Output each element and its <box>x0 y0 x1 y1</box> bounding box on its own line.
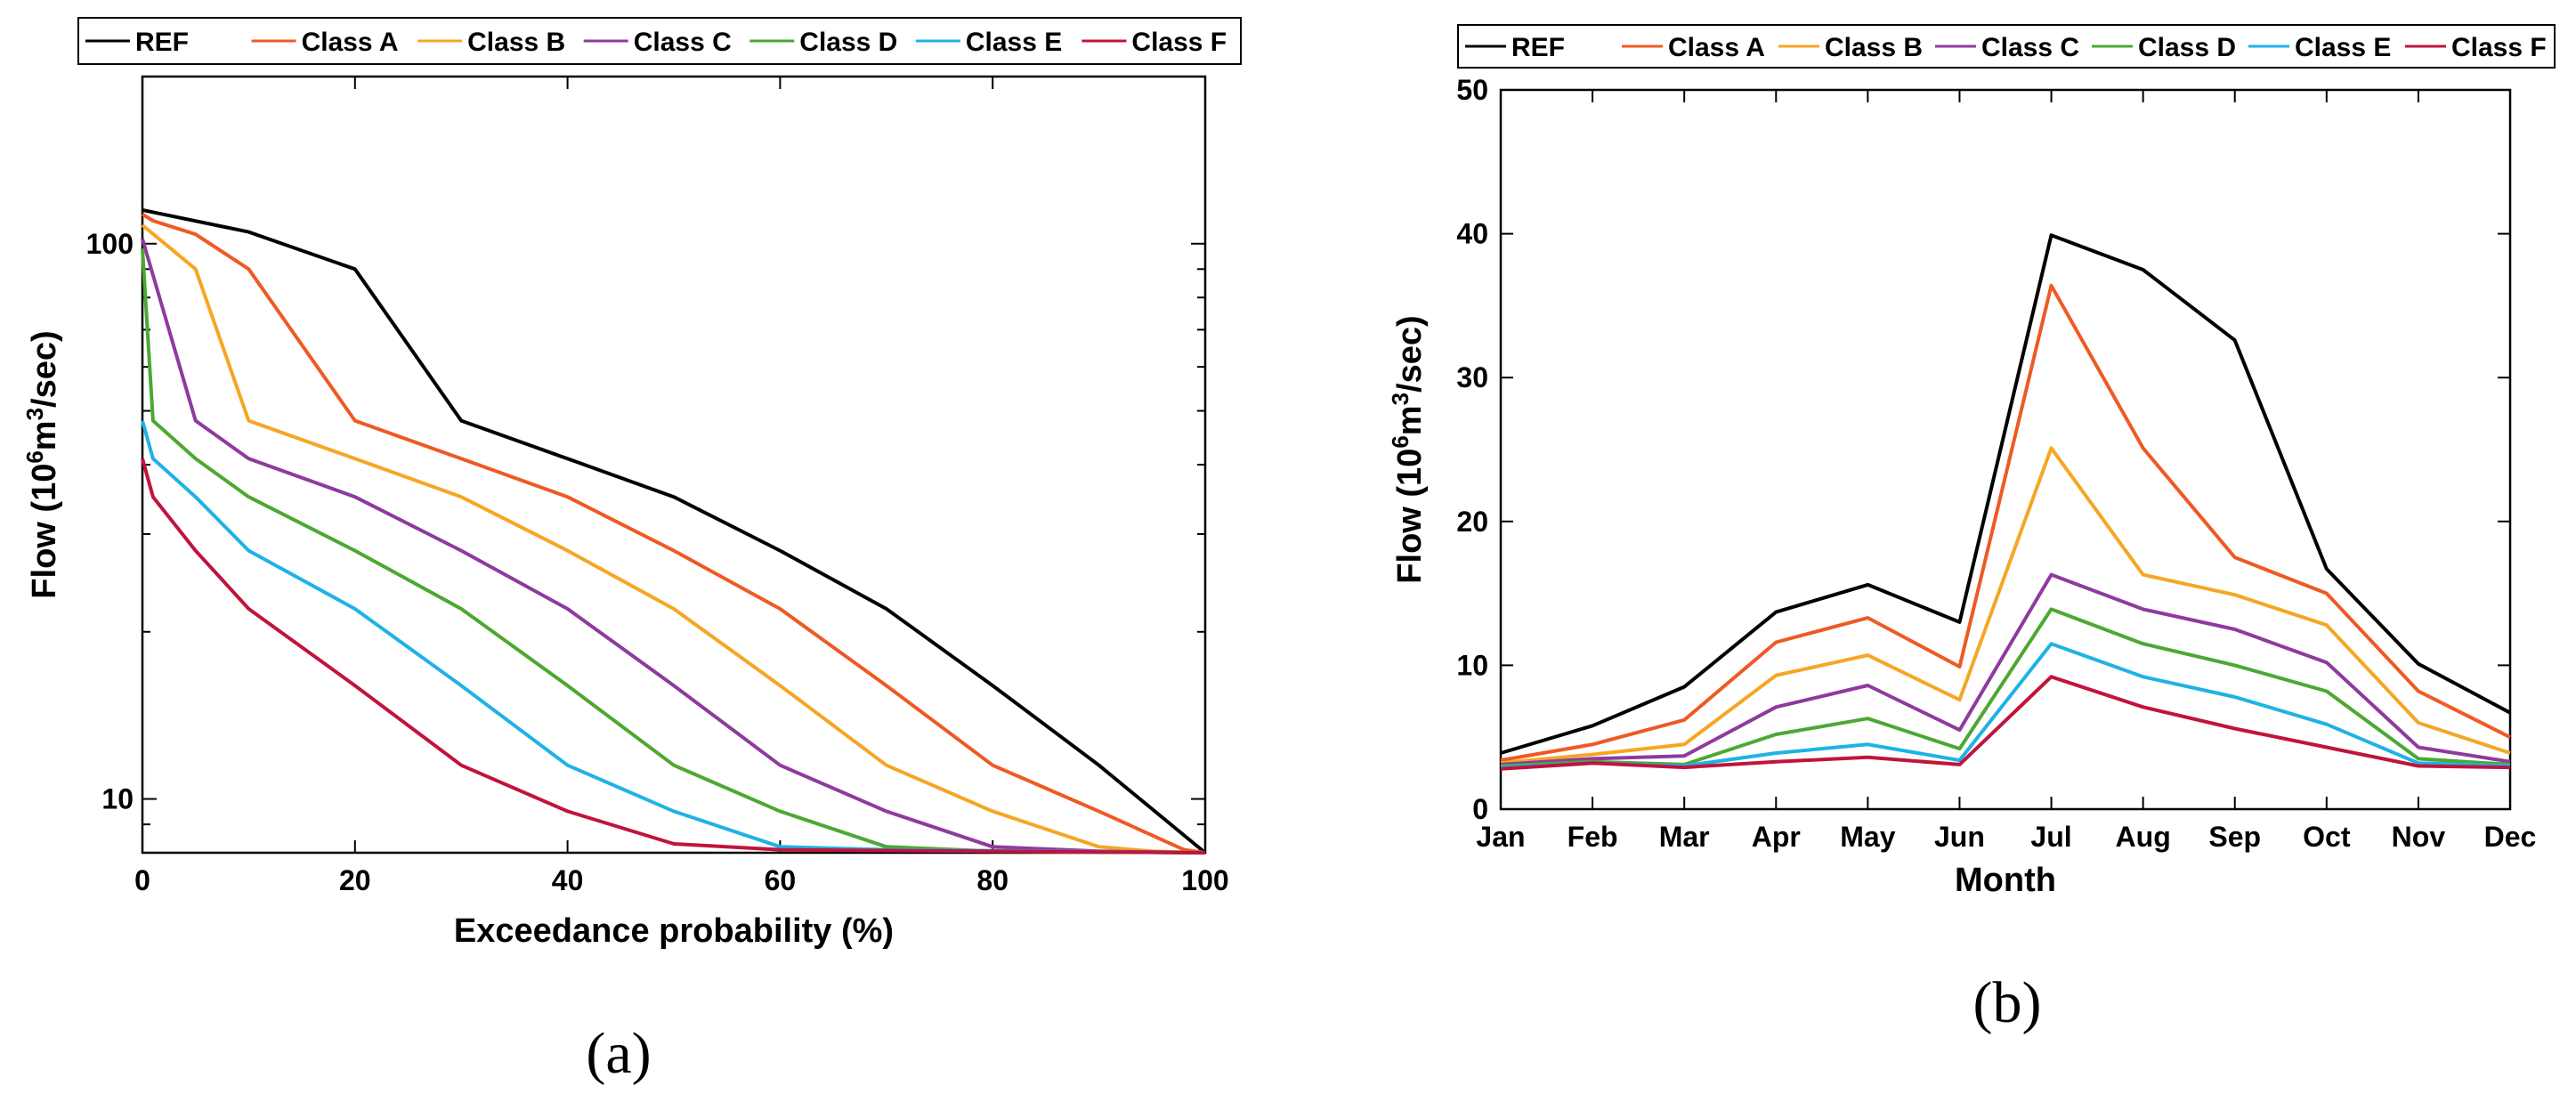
y-axis-label: Flow (106m3/sec) <box>21 330 63 598</box>
legend-label-0: REF <box>135 28 189 57</box>
y-tick-label-1: 10 <box>1456 649 1488 681</box>
plot-frame <box>1499 88 2512 811</box>
legend-label-0: REF <box>1511 33 1565 62</box>
y-axis-label-part-1: 6 <box>21 450 48 463</box>
series-line-0 <box>142 207 1207 855</box>
y-axis-label-part-3: 3 <box>21 408 48 420</box>
legend-label-3: Class C <box>1981 33 2079 62</box>
series-line-0 <box>1500 233 2511 755</box>
y-tick-label-2: 20 <box>1456 506 1488 538</box>
x-axis-label: Exceedance probability (%) <box>454 912 894 950</box>
legend-label-1: Class A <box>302 28 399 57</box>
x-tick-label-4: 80 <box>976 864 1009 896</box>
x-tick-label-8: Sep <box>2208 821 2261 853</box>
y-axis-label-part-0: Flow (10 <box>26 464 63 599</box>
legend-label-6: Class F <box>2451 33 2547 62</box>
x-tick-label-4: May <box>1840 821 1895 853</box>
series-line-2 <box>1500 446 2511 766</box>
series-line-1 <box>141 212 1206 855</box>
panel-label: (a) <box>586 1021 651 1086</box>
y-axis-label-part-4: /sec) <box>1391 315 1429 393</box>
y-tick-label-3: 30 <box>1456 361 1488 393</box>
legend-label-2: Class B <box>467 28 565 57</box>
x-tick-label-3: 60 <box>765 864 797 896</box>
legend-label-6: Class F <box>1131 28 1227 57</box>
series-line-4 <box>141 248 1206 855</box>
plot-frame <box>141 75 1207 855</box>
y-tick-label-5: 50 <box>1456 74 1488 106</box>
y-axis-label-part-4: /sec) <box>26 330 63 408</box>
y-axis-label-part-2: m <box>1391 405 1429 435</box>
y-tick-label-1: 100 <box>86 228 134 260</box>
series-line-6 <box>1500 675 2511 771</box>
series-line-6 <box>141 458 1206 855</box>
panel-a-chart: 10 100 0 20 40 60 80 100 Exceedance probability … <box>21 17 1242 1086</box>
y-tick-label-0: 0 <box>1472 793 1488 825</box>
y-axis-label-part-0: Flow (10 <box>1391 449 1429 584</box>
legend-label-5: Class E <box>2295 33 2391 62</box>
legend-label-1: Class A <box>1668 33 1765 62</box>
x-tick-label-11: Dec <box>2484 821 2537 853</box>
x-tick-label-2: 40 <box>552 864 584 896</box>
x-axis-label: Month <box>1955 862 2056 899</box>
panel-b-chart: 0 10 20 30 40 50 Jan Feb Mar Apr May Jun Jul Aug Sep Oc… <box>1387 24 2556 1035</box>
x-tick-label-7: Aug <box>2116 821 2171 853</box>
series-line-4 <box>1500 607 2511 768</box>
y-tick-label-4: 40 <box>1456 218 1488 250</box>
x-tick-label-5: Jun <box>1934 821 1985 853</box>
series-line-5 <box>141 420 1206 855</box>
series-line-2 <box>141 223 1206 855</box>
series-line-3 <box>1500 572 2511 766</box>
legend-label-3: Class C <box>634 28 732 57</box>
panel-label: (b) <box>1973 970 2042 1035</box>
legend-label-2: Class B <box>1825 33 1923 62</box>
x-tick-label-6: Jul <box>2030 821 2071 853</box>
legend-label-4: Class D <box>2138 33 2236 62</box>
legend-label-5: Class E <box>966 28 1062 57</box>
legend-label-4: Class D <box>799 28 897 57</box>
x-tick-label-5: 100 <box>1181 864 1228 896</box>
x-tick-label-2: Mar <box>1659 821 1710 853</box>
y-tick-label-0: 10 <box>101 783 134 815</box>
x-tick-label-10: Nov <box>2392 821 2446 853</box>
x-tick-label-9: Oct <box>2303 821 2351 853</box>
y-axis-label-part-2: m <box>26 420 63 450</box>
x-tick-label-1: 20 <box>339 864 371 896</box>
series-line-3 <box>141 238 1206 855</box>
series-line-1 <box>1500 283 2511 763</box>
y-axis-label-part-3: 3 <box>1387 393 1414 405</box>
x-tick-label-3: Apr <box>1752 821 1801 853</box>
x-tick-label-1: Feb <box>1567 821 1618 853</box>
x-tick-label-0: Jan <box>1476 821 1525 853</box>
y-axis-label-part-1: 6 <box>1387 435 1414 448</box>
x-tick-label-0: 0 <box>134 864 150 896</box>
y-axis-label: Flow (106m3/sec) <box>1387 315 1429 583</box>
